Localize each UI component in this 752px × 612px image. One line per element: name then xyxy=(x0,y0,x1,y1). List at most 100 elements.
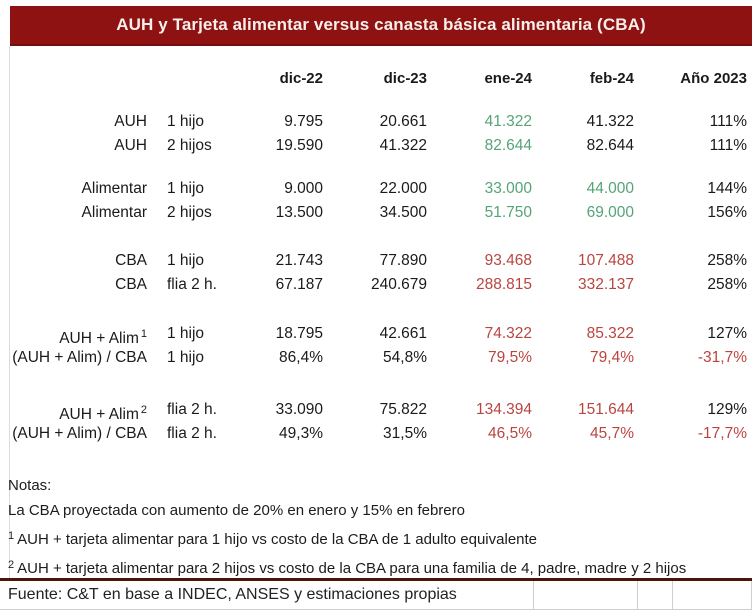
value-cell: 258% xyxy=(707,252,747,269)
value-cell: 67.187 xyxy=(275,276,323,293)
value-cell: 41.322 xyxy=(379,137,427,154)
divider-rule xyxy=(0,578,752,581)
cell-border xyxy=(672,581,673,609)
value-cell: 34.500 xyxy=(379,204,427,221)
value-cell: 45,7% xyxy=(590,425,634,442)
value-cell xyxy=(147,110,167,134)
value-cell: 79,4% xyxy=(590,349,634,366)
value-cell: -17,7% xyxy=(697,425,747,442)
note-1: 1 AUH + tarjeta alimentar para 1 hijo vs … xyxy=(8,527,686,549)
table-row: AUH 1 hijo 9.795 20.661 41.322 41.322 111% xyxy=(0,110,747,134)
value-cell: dic-23 xyxy=(383,70,427,87)
source-text: Fuente: C&T en base a INDEC, ANSES y est… xyxy=(8,586,457,603)
note-2: 2 AUH + tarjeta alimentar para 2 hijos vs… xyxy=(8,556,686,578)
row-label: Alimentar xyxy=(81,204,147,221)
row-label: AUH xyxy=(114,113,147,130)
source-row: Fuente: C&T en base a INDEC, ANSES y est… xyxy=(0,581,752,610)
value-cell: ene-24 xyxy=(484,70,532,87)
row-qty: 1 hijo xyxy=(167,180,205,197)
value-cell: 144% xyxy=(707,180,747,197)
note-2-text: AUH + tarjeta alimentar para 2 hijos vs … xyxy=(17,560,687,577)
title-bar: AUH y Tarjeta alimentar versus canasta b… xyxy=(10,6,752,46)
table-row: Alimentar 2 hijos 13.500 34.500 51.750 69.000… xyxy=(0,201,747,225)
value-cell: 82.644 xyxy=(586,137,634,154)
table-row: Alimentar 1 hijo 9.000 22.000 33.000 44.000 14… xyxy=(0,177,747,201)
value-cell: 74.322 xyxy=(484,325,532,342)
page-title: AUH y Tarjeta alimentar versus canasta b… xyxy=(116,15,646,34)
value-cell: 44.000 xyxy=(586,180,634,197)
row-label: CBA xyxy=(115,276,147,293)
row-qty: 1 hijo xyxy=(167,349,205,366)
value-cell: 41.322 xyxy=(586,113,634,130)
value-cell: 21.743 xyxy=(275,252,323,269)
value-cell: 107.488 xyxy=(577,252,634,269)
value-cell: 33.000 xyxy=(484,180,532,197)
value-cell xyxy=(147,249,167,273)
value-cell: 13.500 xyxy=(275,204,323,221)
value-cell xyxy=(147,201,167,225)
value-cell: 258% xyxy=(707,276,747,293)
value-cell xyxy=(147,346,167,370)
value-cell xyxy=(147,177,167,201)
row-label: AUH xyxy=(114,137,147,154)
value-cell: 240.679 xyxy=(370,276,427,293)
value-cell: 134.394 xyxy=(475,401,532,418)
row-label: (AUH + Alim) / CBA xyxy=(12,425,147,442)
table-row: (AUH + Alim) / CBA flia 2 h. 49,3% 31,5% 46,… xyxy=(0,422,747,446)
cell-border xyxy=(533,581,534,609)
table-section: CBA 1 hijo 21.743 77.890 93.468 107.488 258% CB… xyxy=(0,249,747,297)
cell-border xyxy=(637,581,638,609)
value-cell: 42.661 xyxy=(379,325,427,342)
label-superscript: 1 xyxy=(140,328,147,340)
table-section: Alimentar 1 hijo 9.000 22.000 33.000 44.000 14… xyxy=(0,177,747,225)
row-qty: 1 hijo xyxy=(167,325,205,342)
note-2-sup: 2 xyxy=(8,559,15,571)
value-cell: 77.890 xyxy=(379,252,427,269)
value-cell xyxy=(147,422,167,446)
value-cell xyxy=(147,134,167,158)
table-row: AUH + Alim 2 flia 2 h. 33.090 75.822 134.394 1… xyxy=(0,398,747,423)
table-row: AUH + Alim 1 1 hijo 18.795 42.661 74.322 85.32… xyxy=(0,322,747,347)
value-cell: 127% xyxy=(707,325,747,342)
left-gridline xyxy=(9,46,10,578)
table-section: AUH + Alim 2 flia 2 h. 33.090 75.822 134.394 1… xyxy=(0,398,747,446)
value-cell: 20.661 xyxy=(379,113,427,130)
row-qty: flia 2 h. xyxy=(167,425,217,442)
value-cell: 9.000 xyxy=(284,180,323,197)
value-cell: 75.822 xyxy=(379,401,427,418)
value-cell: 69.000 xyxy=(586,204,634,221)
row-label: Alimentar xyxy=(81,180,147,197)
value-cell: 46,5% xyxy=(488,425,532,442)
row-qty: flia 2 h. xyxy=(167,276,217,293)
table-row: CBA 1 hijo 21.743 77.890 93.468 107.488 258% xyxy=(0,249,747,273)
row-qty: flia 2 h. xyxy=(167,401,217,418)
value-cell: 156% xyxy=(707,204,747,221)
value-cell: 111% xyxy=(709,137,747,154)
table-row: AUH 2 hijos 19.590 41.322 82.644 82.644 111% xyxy=(0,134,747,158)
value-cell: 22.000 xyxy=(379,180,427,197)
note-1-text: AUH + tarjeta alimentar para 1 hijo vs c… xyxy=(17,531,538,548)
label-superscript: 2 xyxy=(140,404,147,416)
value-cell: 111% xyxy=(709,113,747,130)
value-cell: 82.644 xyxy=(484,137,532,154)
row-label: AUH + Alim 2 xyxy=(59,404,147,423)
value-cell: 151.644 xyxy=(577,401,634,418)
row-label: AUH + Alim 1 xyxy=(59,328,147,347)
notes-heading: Notas: xyxy=(8,477,52,494)
data-table: dic-22 dic-23 ene-24 feb-24 Año 2023 AUH 1 hij… xyxy=(0,67,747,446)
value-cell xyxy=(147,273,167,297)
value-cell: feb-24 xyxy=(589,70,634,87)
value-cell: 19.590 xyxy=(275,137,323,154)
value-cell: 54,8% xyxy=(383,349,427,366)
value-cell: 49,3% xyxy=(279,425,323,442)
table-section: AUH + Alim 1 1 hijo 18.795 42.661 74.322 85.32… xyxy=(0,322,747,370)
value-cell: 79,5% xyxy=(488,349,532,366)
value-cell: dic-22 xyxy=(279,70,323,87)
value-cell: 86,4% xyxy=(279,349,323,366)
row-qty xyxy=(167,67,237,91)
table-row: (AUH + Alim) / CBA 1 hijo 86,4% 54,8% 79,5% 7… xyxy=(0,346,747,370)
row-qty: 2 hijos xyxy=(167,204,212,221)
row-qty: 1 hijo xyxy=(167,252,205,269)
notes-block: Notas: La CBA proyectada con aumento de … xyxy=(8,477,686,585)
